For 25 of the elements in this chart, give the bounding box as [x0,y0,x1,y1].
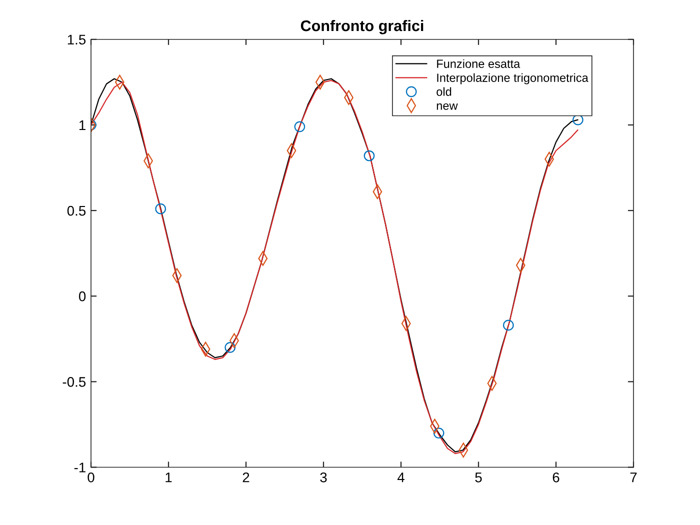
legend-label: old [436,87,452,96]
x-tick-label: 3 [320,472,327,482]
x-tick-label: 1 [166,472,172,482]
point [433,428,444,438]
y-tick-label: -1 [74,462,86,472]
x-tick-label: 7 [630,472,637,482]
x-tick-label: 2 [242,472,250,482]
x-tick-label: 0 [88,472,94,482]
y-tick-label: 1 [79,120,86,130]
y-tick-label: 0 [78,291,86,302]
y-tick-label: 1.5 [68,34,86,45]
point [155,203,166,214]
y-tick-label: -0.5 [62,377,86,387]
x-tick-label: 4 [397,472,404,482]
point [364,150,375,162]
point [294,121,306,132]
point [224,342,236,353]
point [503,320,514,331]
legend-label: Funzione esatta [437,59,520,68]
x-tick-label: 5 [475,472,482,482]
x-tick-label: 6 [552,472,560,482]
legend-label: new [436,103,458,110]
legend-label: Interpolazione trigonometrica [437,73,588,84]
y-tick-label: 0.5 [67,206,86,216]
chart-title: Confronto grafici [300,20,424,34]
